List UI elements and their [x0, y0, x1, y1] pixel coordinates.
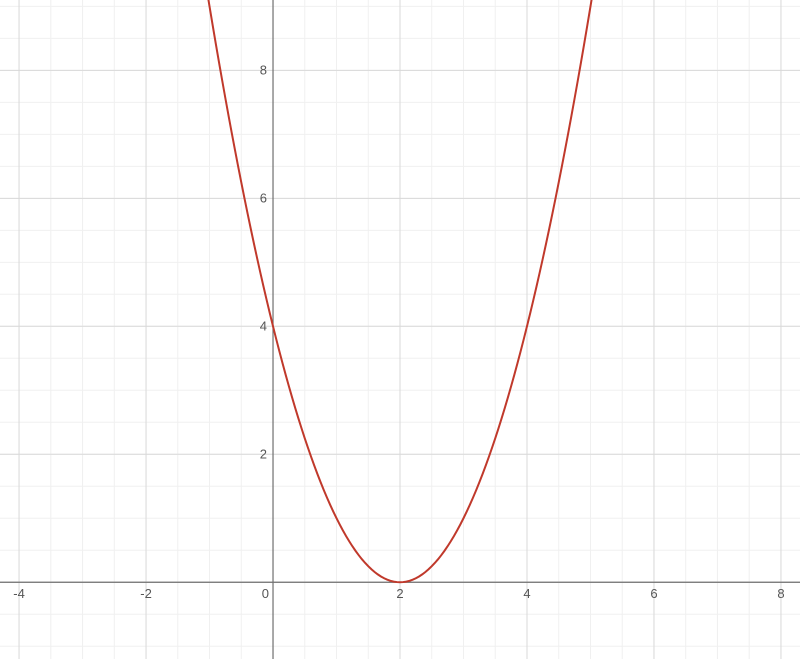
parabola-chart: -4 -2 0 2 4 6 8 2 4 6 8	[0, 0, 800, 659]
x-tick-label: -4	[13, 586, 25, 601]
y-tick-label: 4	[260, 318, 267, 333]
chart-svg: -4 -2 0 2 4 6 8 2 4 6 8	[0, 0, 800, 659]
x-tick-label: 8	[777, 586, 784, 601]
y-tick-label: 2	[260, 446, 267, 461]
x-tick-label: 2	[396, 586, 403, 601]
x-tick-label: -2	[140, 586, 152, 601]
x-tick-label: 6	[650, 586, 657, 601]
y-tick-label: 6	[260, 190, 267, 205]
y-tick-label: 8	[260, 62, 267, 77]
x-tick-label: 0	[262, 586, 269, 601]
x-tick-label: 4	[523, 586, 530, 601]
